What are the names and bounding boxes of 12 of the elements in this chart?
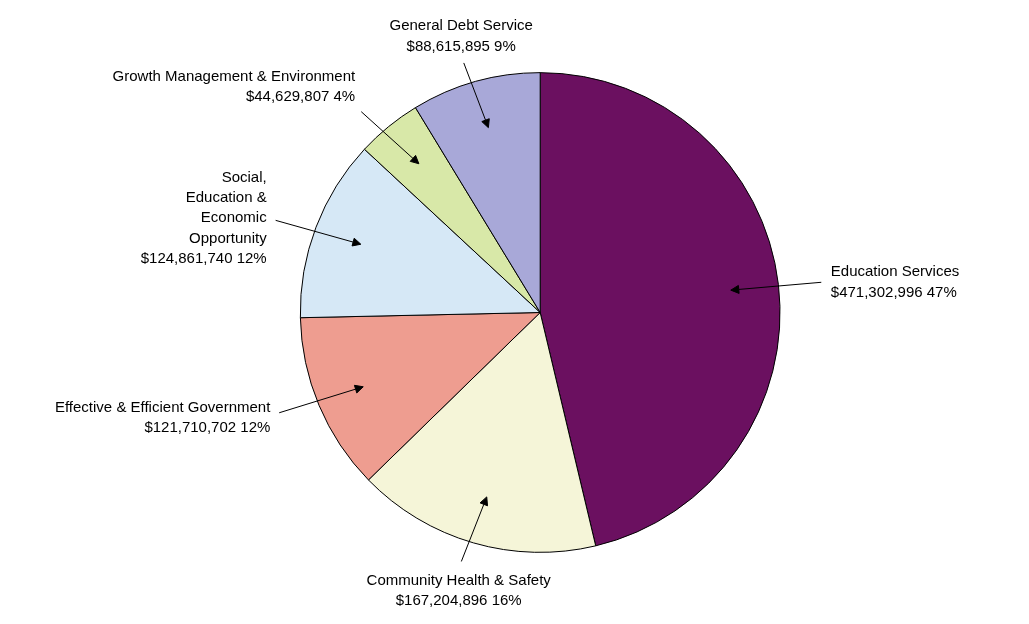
data-label: $471,302,996 47%	[830, 282, 957, 300]
slice-label: Growth Management & Environment	[112, 66, 356, 84]
data-label: $44,629,807 4%	[245, 87, 356, 105]
slice-label: Social, Education & Economic Opportunity	[185, 167, 268, 246]
data-label: $121,710,702 12%	[144, 418, 271, 436]
slice-label: Education Services	[830, 262, 960, 280]
slice-label: Effective & Efficient Government	[54, 397, 272, 415]
data-label: $124,861,740 12%	[140, 249, 267, 267]
data-label: $88,615,895 9%	[406, 36, 516, 54]
data-label: $167,204,896 16%	[395, 591, 522, 609]
slice-label: General Debt Service	[389, 16, 533, 34]
slice-label: Community Health & Safety	[366, 570, 552, 588]
